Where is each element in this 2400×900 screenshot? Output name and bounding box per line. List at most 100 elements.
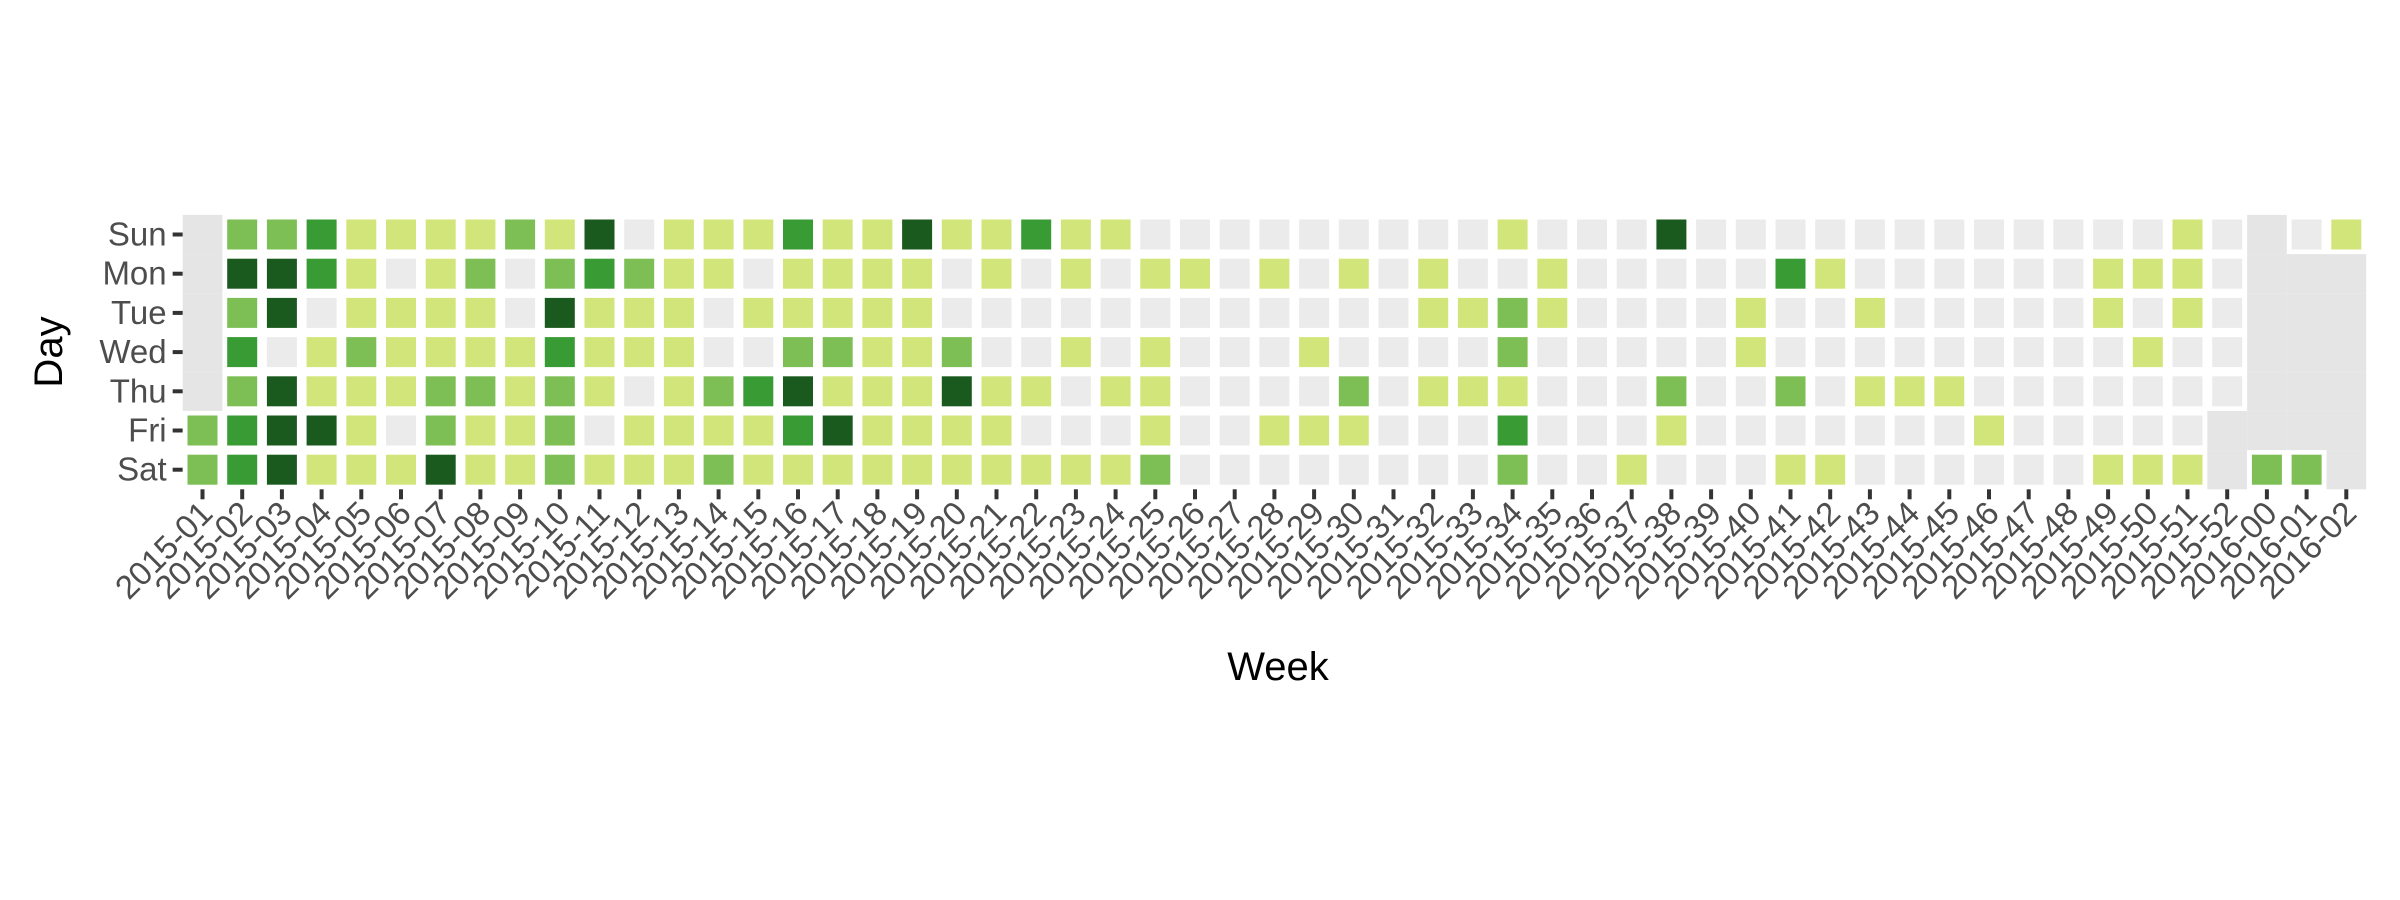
heatmap-cell xyxy=(1974,454,2004,485)
heatmap-cell xyxy=(2132,415,2163,446)
heatmap-cell xyxy=(1577,219,1607,250)
heatmap-cell xyxy=(1100,376,1131,407)
heatmap-cell xyxy=(425,376,456,407)
heatmap-cell-empty xyxy=(2247,214,2287,255)
heatmap-cell xyxy=(1180,337,1210,368)
heatmap-cell xyxy=(981,297,1012,328)
heatmap-cell xyxy=(346,454,377,485)
heatmap-cell xyxy=(822,297,853,328)
heatmap-cell xyxy=(544,415,575,446)
heatmap-cell xyxy=(425,219,456,250)
heatmap-cell xyxy=(386,258,416,289)
heatmap-cell xyxy=(1735,415,1766,446)
heatmap-cell xyxy=(1537,454,1568,485)
heatmap-cell xyxy=(2013,219,2044,250)
heatmap-cell xyxy=(1537,337,1568,368)
heatmap-cell xyxy=(1497,258,1528,289)
heatmap-cell xyxy=(783,376,813,407)
heatmap-cell-empty xyxy=(2247,254,2287,294)
heatmap-cell xyxy=(2172,376,2203,407)
heatmap-cell-empty xyxy=(182,293,223,333)
heatmap-cell xyxy=(941,219,972,250)
heatmap-cell xyxy=(624,219,655,250)
heatmap-cell xyxy=(1418,415,1449,446)
heatmap-cell xyxy=(227,415,258,446)
heatmap-cell xyxy=(1457,258,1488,289)
heatmap-cell xyxy=(1974,297,2004,328)
heatmap-cell xyxy=(1934,219,1965,250)
heatmap-cell xyxy=(425,454,456,485)
heatmap-cell xyxy=(584,258,615,289)
heatmap-cell xyxy=(1338,297,1369,328)
heatmap-cell xyxy=(1180,258,1210,289)
heatmap-cell xyxy=(505,219,536,250)
heatmap-cell xyxy=(2212,376,2243,407)
heatmap-cell xyxy=(902,415,933,446)
heatmap-cell-empty xyxy=(2326,371,2367,411)
heatmap-cell xyxy=(822,415,853,446)
heatmap-cell xyxy=(624,454,655,485)
heatmap-cell xyxy=(1735,219,1766,250)
heatmap-cell xyxy=(743,219,774,250)
heatmap-cell xyxy=(266,337,297,368)
heatmap-cell xyxy=(544,258,575,289)
heatmap-cell xyxy=(386,297,416,328)
heatmap-cell xyxy=(1378,454,1409,485)
heatmap-cell xyxy=(306,258,337,289)
heatmap-cell xyxy=(2093,337,2124,368)
heatmap-cell xyxy=(1696,415,1727,446)
heatmap-cell xyxy=(1418,454,1449,485)
heatmap-cell xyxy=(1656,337,1687,368)
heatmap-cell xyxy=(1021,415,1052,446)
heatmap-cell xyxy=(1457,376,1488,407)
heatmap-cell xyxy=(2172,258,2203,289)
heatmap-cell xyxy=(187,415,218,446)
heatmap-cell xyxy=(1418,258,1449,289)
heatmap-cell xyxy=(465,376,496,407)
heatmap-cell xyxy=(584,337,615,368)
y-tick-label: Wed xyxy=(99,333,166,370)
heatmap-cell xyxy=(1060,454,1091,485)
heatmap-cell xyxy=(1378,258,1409,289)
heatmap-cell xyxy=(1219,337,1250,368)
heatmap-cell xyxy=(2291,219,2322,250)
heatmap-cell xyxy=(743,297,774,328)
heatmap-cell xyxy=(1219,454,1250,485)
heatmap-cell xyxy=(266,454,297,485)
heatmap-cell xyxy=(862,258,893,289)
heatmap-cell xyxy=(624,337,655,368)
heatmap-cell xyxy=(1338,415,1369,446)
heatmap-cell xyxy=(1497,415,1528,446)
heatmap-cell xyxy=(227,454,258,485)
heatmap-cell xyxy=(1616,258,1647,289)
heatmap-cell xyxy=(624,376,655,407)
heatmap-cell xyxy=(902,376,933,407)
heatmap-cell xyxy=(1021,297,1052,328)
heatmap-cell xyxy=(1060,297,1091,328)
heatmap-cell xyxy=(624,258,655,289)
heatmap-cell-empty xyxy=(2326,410,2367,451)
heatmap-cell xyxy=(1616,219,1647,250)
heatmap-cell xyxy=(624,415,655,446)
heatmap-cell xyxy=(227,258,258,289)
heatmap-cell xyxy=(1180,219,1210,250)
heatmap-cell xyxy=(1378,219,1409,250)
heatmap-cell xyxy=(227,376,258,407)
heatmap-cell xyxy=(1775,415,1806,446)
heatmap-cell xyxy=(2053,219,2084,250)
heatmap-cell xyxy=(2172,297,2203,328)
heatmap-cell xyxy=(862,219,893,250)
heatmap-cell xyxy=(465,219,496,250)
heatmap-cell xyxy=(1180,415,1210,446)
heatmap-cell xyxy=(227,219,258,250)
heatmap-cell xyxy=(822,376,853,407)
heatmap-cell xyxy=(663,337,694,368)
heatmap-cell xyxy=(2331,219,2362,250)
heatmap-cell xyxy=(1219,376,1250,407)
heatmap-cell xyxy=(2172,337,2203,368)
heatmap-cell xyxy=(1299,337,1330,368)
heatmap-cell xyxy=(1259,258,1290,289)
heatmap-cell xyxy=(505,337,536,368)
heatmap-cell xyxy=(1696,337,1727,368)
heatmap-cell xyxy=(862,337,893,368)
